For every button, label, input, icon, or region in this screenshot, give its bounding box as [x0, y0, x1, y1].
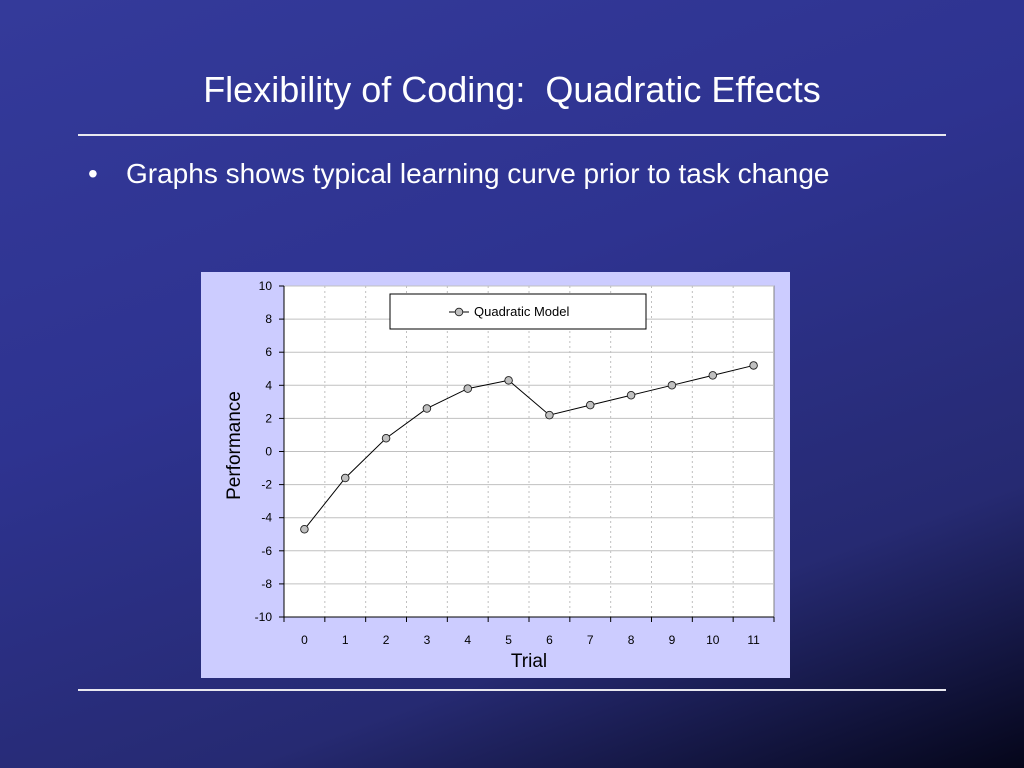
data-point — [708, 371, 718, 380]
x-tick-label: 10 — [706, 633, 720, 647]
data-point — [667, 381, 677, 390]
x-tick-label: 5 — [505, 633, 512, 647]
x-tick-label: 8 — [628, 633, 635, 647]
bullet-text: Graphs shows typical learning curve prio… — [126, 158, 830, 189]
x-tick-labels: 0 1 2 3 4 5 6 7 8 9 10 11 — [283, 617, 775, 647]
x-tick-label: 11 — [747, 633, 760, 647]
legend: Quadratic Model — [389, 293, 647, 330]
y-tick-label: 4 — [265, 378, 272, 392]
y-tick-labels: 10 8 6 4 2 0 -2 -4 -6 -8 -10 — [255, 279, 284, 624]
data-point — [504, 376, 513, 385]
series-layer — [300, 361, 758, 534]
x-tick-label: 7 — [587, 633, 594, 647]
grid-lines — [284, 285, 774, 618]
bullet-mark: • — [88, 158, 98, 189]
y-tick-label: -2 — [261, 478, 272, 492]
x-axis-label: Trial — [511, 651, 547, 672]
data-point — [381, 434, 391, 443]
x-tick-label: 4 — [464, 633, 471, 647]
x-tick-label: 9 — [669, 633, 676, 647]
y-tick-label: 2 — [265, 411, 272, 425]
x-tick-label: 3 — [424, 633, 431, 647]
x-tick-label: 1 — [342, 633, 349, 647]
y-tick-label: -10 — [255, 610, 273, 624]
x-tick-label: 0 — [301, 633, 308, 647]
top-divider — [78, 134, 946, 136]
data-point — [626, 390, 636, 400]
y-tick-label: -4 — [261, 511, 272, 525]
data-point — [545, 410, 554, 420]
y-tick-label: -6 — [261, 544, 272, 558]
legend-marker-swatch — [454, 307, 464, 317]
x-tick-label: 2 — [383, 633, 390, 647]
data-point — [463, 384, 473, 393]
data-point — [422, 404, 432, 413]
y-tick-label: -8 — [261, 577, 272, 591]
data-point — [749, 361, 758, 370]
bottom-divider — [78, 689, 946, 691]
y-tick-label: 6 — [265, 345, 272, 359]
y-tick-label: 8 — [265, 312, 272, 326]
bullet-list: • Graphs shows typical learning curve pr… — [88, 154, 908, 193]
series-line — [304, 364, 754, 530]
y-axis-label: Performance — [224, 391, 245, 500]
y-tick-label: 10 — [259, 279, 273, 293]
bullet-item: • Graphs shows typical learning curve pr… — [88, 154, 908, 193]
chart-panel: 10 8 6 4 2 0 -2 -4 -6 -8 -10 0 1 2 3 4 5 6 7 8 9 10 11 Trial … — [201, 272, 790, 678]
data-point — [586, 400, 595, 410]
data-point — [300, 525, 309, 534]
x-tick-label: 6 — [546, 633, 553, 647]
data-point — [340, 473, 350, 483]
legend-box — [389, 293, 647, 330]
legend-label: Quadratic Model — [474, 304, 569, 319]
y-tick-label: 0 — [265, 445, 272, 459]
slide-title: Flexibility of Coding: Quadratic Effects — [203, 69, 821, 110]
